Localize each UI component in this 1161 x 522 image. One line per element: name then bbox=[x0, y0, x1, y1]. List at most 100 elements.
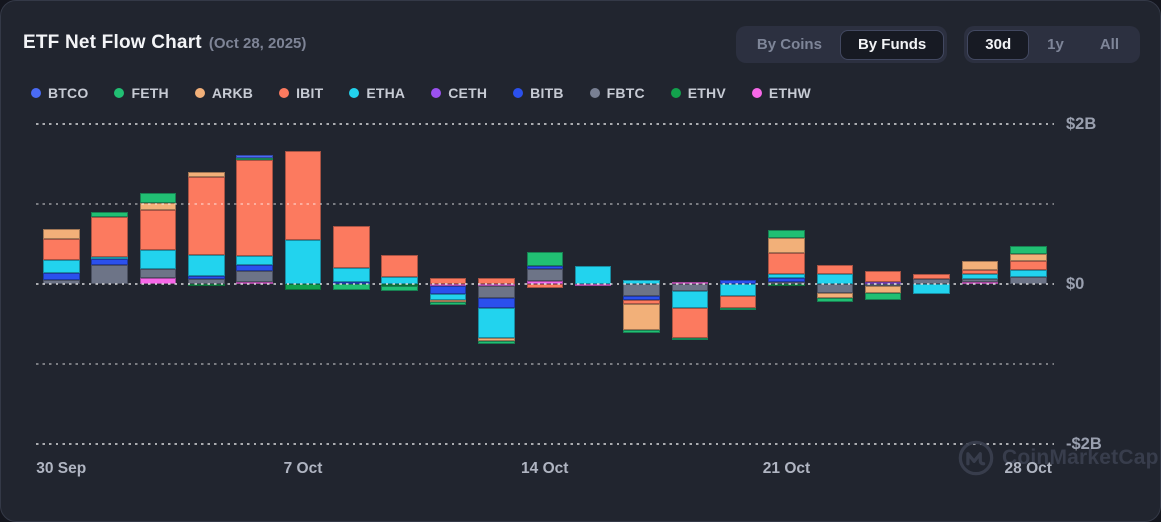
bar-segment-etha[interactable] bbox=[236, 256, 273, 265]
legend-item-fbtc[interactable]: FBTC bbox=[589, 85, 645, 101]
bar-segment-fbtc[interactable] bbox=[816, 284, 854, 293]
range-30d-button[interactable]: 30d bbox=[967, 29, 1030, 60]
bar-segment-bitb[interactable] bbox=[768, 278, 805, 282]
bar-segment-feth[interactable] bbox=[381, 286, 418, 292]
bar-segment-etha[interactable] bbox=[768, 274, 805, 279]
bar-segment-fbtc[interactable] bbox=[671, 284, 709, 292]
bar-segment-fbtc[interactable] bbox=[1010, 276, 1047, 284]
by-coins-button[interactable]: By Coins bbox=[739, 30, 840, 60]
bar-segment-etha[interactable] bbox=[188, 255, 225, 276]
bar-segment-ibit[interactable] bbox=[864, 271, 902, 283]
bar-segment-arkb[interactable] bbox=[961, 260, 999, 270]
bar-segment-bitb[interactable] bbox=[429, 285, 467, 295]
bar-segment-feth[interactable] bbox=[719, 308, 757, 311]
bar-segment-bitb[interactable] bbox=[478, 297, 515, 308]
bar-segment-arkb[interactable] bbox=[188, 172, 225, 177]
bar-segment-bitb[interactable] bbox=[236, 264, 273, 272]
legend-item-btco[interactable]: BTCO bbox=[31, 85, 88, 101]
bar-segment-ibit[interactable] bbox=[768, 252, 805, 275]
bar-segment-arkb[interactable] bbox=[139, 203, 177, 210]
bar-segment-etha[interactable] bbox=[381, 276, 418, 284]
bar-segment-fbtc[interactable] bbox=[526, 268, 563, 281]
bar-segment-ibit[interactable] bbox=[43, 239, 80, 260]
bar-segment-ethv[interactable] bbox=[188, 284, 225, 287]
bar-segment-fbtc[interactable] bbox=[188, 279, 225, 284]
bar-segment-ibit[interactable] bbox=[381, 255, 418, 277]
bar-segment-etha[interactable] bbox=[284, 240, 322, 284]
bar-segment-ethv[interactable] bbox=[768, 284, 805, 287]
bar-segment-ibit[interactable] bbox=[623, 300, 660, 304]
bar-segment-fbtc[interactable] bbox=[768, 281, 805, 284]
bar-segment-arkb[interactable] bbox=[43, 228, 80, 240]
bar-segment-bitb[interactable] bbox=[526, 266, 563, 269]
bar-segment-ibit[interactable] bbox=[91, 216, 128, 257]
bar-segment-arkb[interactable] bbox=[816, 292, 854, 298]
bar-segment-feth[interactable] bbox=[864, 292, 902, 300]
bar-segment-ibit[interactable] bbox=[188, 176, 225, 256]
bar-segment-etha[interactable] bbox=[574, 266, 612, 284]
bar-segment-etha[interactable] bbox=[43, 260, 80, 273]
range-all-button[interactable]: All bbox=[1082, 30, 1137, 60]
legend-item-ceth[interactable]: CETH bbox=[431, 85, 487, 101]
legend-item-ibit[interactable]: IBIT bbox=[279, 85, 323, 101]
bar-segment-feth[interactable] bbox=[139, 192, 177, 204]
bar-segment-etha[interactable] bbox=[139, 250, 177, 269]
bar-segment-arkb[interactable] bbox=[478, 337, 515, 341]
bar-segment-ethw[interactable] bbox=[961, 282, 999, 285]
bar-segment-feth[interactable] bbox=[623, 329, 660, 333]
bar-segment-etha[interactable] bbox=[91, 256, 128, 260]
bar-segment-arkb[interactable] bbox=[1010, 254, 1047, 261]
bar-segment-arkb[interactable] bbox=[768, 237, 805, 253]
legend-item-arkb[interactable]: ARKB bbox=[194, 85, 253, 101]
bar-segment-bitb[interactable] bbox=[188, 276, 225, 280]
bar-segment-feth[interactable] bbox=[333, 284, 370, 291]
bar-segment-etha[interactable] bbox=[623, 280, 660, 284]
bar-segment-etha[interactable] bbox=[478, 308, 515, 338]
bar-segment-etha[interactable] bbox=[961, 274, 999, 280]
bar-segment-ibit[interactable] bbox=[478, 277, 515, 284]
bar-segment-ibit[interactable] bbox=[284, 151, 322, 240]
bar-segment-fbtc[interactable] bbox=[478, 285, 515, 298]
bar-segment-ibit[interactable] bbox=[429, 277, 467, 284]
bar-segment-feth[interactable] bbox=[236, 157, 273, 160]
legend-item-ethw[interactable]: ETHW bbox=[751, 85, 811, 101]
bar-segment-fbtc[interactable] bbox=[961, 279, 999, 283]
bar-segment-ibit[interactable] bbox=[526, 284, 563, 288]
bar-segment-etha[interactable] bbox=[1010, 269, 1047, 277]
bar-segment-ibit[interactable] bbox=[236, 160, 273, 256]
bar-segment-arkb[interactable] bbox=[864, 286, 902, 293]
bar-segment-arkb[interactable] bbox=[429, 300, 467, 303]
bar-segment-ibit[interactable] bbox=[961, 269, 999, 275]
bar-segment-feth[interactable] bbox=[478, 340, 515, 344]
bar-segment-feth[interactable] bbox=[671, 337, 709, 340]
bar-segment-etha[interactable] bbox=[816, 273, 854, 284]
bar-segment-feth[interactable] bbox=[768, 229, 805, 238]
bar-segment-feth[interactable] bbox=[1010, 245, 1047, 255]
bar-segment-ceth[interactable] bbox=[864, 282, 902, 285]
bar-segment-bitb[interactable] bbox=[43, 272, 80, 280]
bar-segment-ibit[interactable] bbox=[816, 264, 854, 274]
bar-segment-ethw[interactable] bbox=[139, 278, 177, 284]
legend-item-bitb[interactable]: BITB bbox=[513, 85, 563, 101]
bar-segment-ibit[interactable] bbox=[333, 225, 370, 268]
bar-segment-ibit[interactable] bbox=[139, 209, 177, 251]
bar-segment-etha[interactable] bbox=[719, 284, 757, 296]
bar-segment-etha[interactable] bbox=[671, 291, 709, 308]
legend-item-ethv[interactable]: ETHV bbox=[670, 85, 726, 101]
bar-segment-fbtc[interactable] bbox=[139, 268, 177, 279]
legend-item-feth[interactable]: FETH bbox=[114, 85, 169, 101]
bar-segment-ethw[interactable] bbox=[236, 281, 273, 284]
bar-segment-ibit[interactable] bbox=[671, 308, 709, 338]
bar-segment-etha[interactable] bbox=[429, 294, 467, 300]
bar-segment-feth[interactable] bbox=[816, 297, 854, 303]
bar-segment-arkb[interactable] bbox=[623, 304, 660, 330]
legend-item-etha[interactable]: ETHA bbox=[349, 85, 405, 101]
range-1y-button[interactable]: 1y bbox=[1029, 30, 1082, 60]
bar-segment-feth[interactable] bbox=[91, 212, 128, 217]
bar-segment-feth[interactable] bbox=[429, 302, 467, 305]
bar-segment-feth[interactable] bbox=[526, 252, 563, 267]
bar-segment-ibit[interactable] bbox=[719, 296, 757, 308]
bar-segment-etha[interactable] bbox=[333, 268, 370, 282]
bar-segment-ethv[interactable] bbox=[284, 284, 322, 291]
bar-segment-bitb[interactable] bbox=[623, 296, 660, 300]
